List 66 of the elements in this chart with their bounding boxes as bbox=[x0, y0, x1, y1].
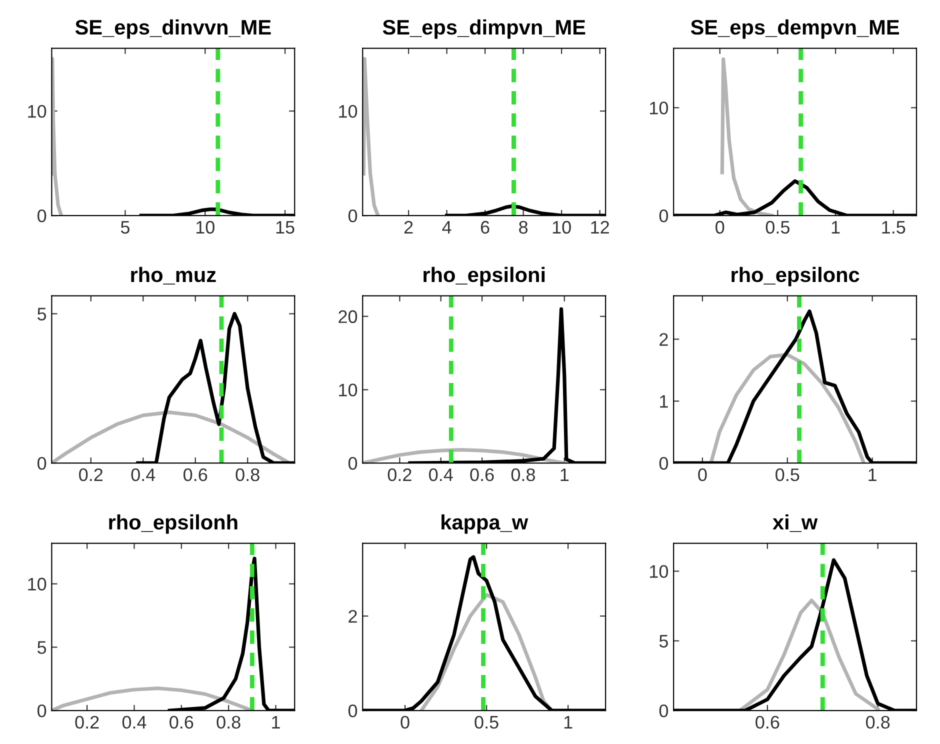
x-tick-label: 0.4 bbox=[122, 716, 146, 729]
y-tick-label: 0 bbox=[38, 456, 46, 470]
y-tick-label: 0 bbox=[348, 704, 358, 718]
chart-title: SE_eps_dimpvn_ME bbox=[382, 19, 586, 39]
y-tick-label: 5 bbox=[38, 308, 46, 320]
y-tick-label: 2 bbox=[660, 333, 668, 346]
x-tick-label: 0 bbox=[716, 220, 724, 234]
x-tick-label: 1 bbox=[272, 716, 280, 728]
x-tick-label: 12 bbox=[591, 220, 609, 234]
x-tick-label: 0.2 bbox=[79, 468, 103, 482]
x-tick-label: 8 bbox=[519, 220, 528, 234]
x-tick-label: 0 bbox=[400, 716, 410, 729]
chart-title: rho_epsilonh bbox=[109, 514, 238, 534]
x-tick-label: 0.8 bbox=[866, 716, 890, 729]
x-tick-label: 0.6 bbox=[184, 468, 208, 482]
y-tick-label: 2 bbox=[348, 610, 357, 623]
x-tick-label: 0.8 bbox=[216, 716, 240, 729]
x-tick-label: 15 bbox=[276, 221, 294, 234]
x-tick-label: 1 bbox=[868, 468, 876, 481]
x-tick-label: 10 bbox=[196, 220, 214, 234]
x-tick-label: 6 bbox=[480, 220, 490, 234]
y-tick-label: 10 bbox=[650, 565, 668, 578]
y-tick-label: 0 bbox=[659, 704, 668, 718]
x-tick-label: 1.5 bbox=[882, 221, 906, 234]
chart-title: SE_eps_dinvvn_ME bbox=[75, 19, 271, 39]
x-tick-label: 0.5 bbox=[776, 468, 800, 482]
y-tick-label: 10 bbox=[28, 105, 46, 118]
y-tick-label: 20 bbox=[338, 310, 358, 324]
chart-title: kappa_w bbox=[442, 514, 528, 534]
y-tick-label: 1 bbox=[660, 395, 668, 408]
x-tick-label: 0.6 bbox=[756, 716, 780, 729]
x-tick-label: 0.5 bbox=[766, 220, 790, 234]
x-tick-label: 10 bbox=[552, 220, 571, 234]
x-tick-label: 1 bbox=[560, 468, 569, 481]
x-tick-label: 0.6 bbox=[170, 716, 194, 729]
y-tick-label: 10 bbox=[650, 102, 668, 114]
x-tick-label: 0.2 bbox=[388, 468, 412, 482]
y-tick-label: 0 bbox=[659, 456, 668, 470]
x-tick-label: 0.5 bbox=[474, 716, 498, 729]
y-tick-label: 10 bbox=[339, 384, 358, 396]
x-tick-label: 0 bbox=[698, 468, 707, 482]
x-tick-label: 2 bbox=[404, 220, 413, 234]
x-tick-label: 0.4 bbox=[429, 468, 453, 482]
chart-title: rho_muz bbox=[131, 266, 216, 284]
y-tick-label: 0 bbox=[348, 456, 358, 470]
x-tick-label: 0.6 bbox=[470, 468, 494, 482]
x-tick-label: 0.8 bbox=[236, 468, 260, 482]
y-tick-label: 10 bbox=[339, 105, 358, 118]
chart-title: SE_eps_dempvn_ME bbox=[690, 19, 900, 39]
y-tick-label: 0 bbox=[348, 210, 358, 222]
x-tick-label: 0.4 bbox=[131, 468, 156, 482]
x-tick-label: 4 bbox=[442, 221, 452, 234]
x-tick-label: 1 bbox=[832, 221, 840, 234]
chart-title: rho_epsiloni bbox=[424, 266, 545, 286]
y-tick-label: 5 bbox=[659, 634, 668, 648]
chart-title: xi_w bbox=[772, 514, 818, 532]
y-tick-label: 5 bbox=[38, 641, 46, 654]
chart-title: rho_epsilonc bbox=[732, 266, 860, 286]
x-tick-label: 0.2 bbox=[75, 716, 99, 729]
x-tick-label: 5 bbox=[120, 221, 130, 234]
x-tick-label: 1 bbox=[564, 716, 572, 728]
y-tick-label: 0 bbox=[38, 704, 46, 718]
y-tick-label: 0 bbox=[38, 210, 46, 222]
y-tick-label: 10 bbox=[28, 578, 46, 591]
y-tick-label: 0 bbox=[659, 210, 668, 222]
x-tick-label: 0.8 bbox=[511, 468, 535, 482]
